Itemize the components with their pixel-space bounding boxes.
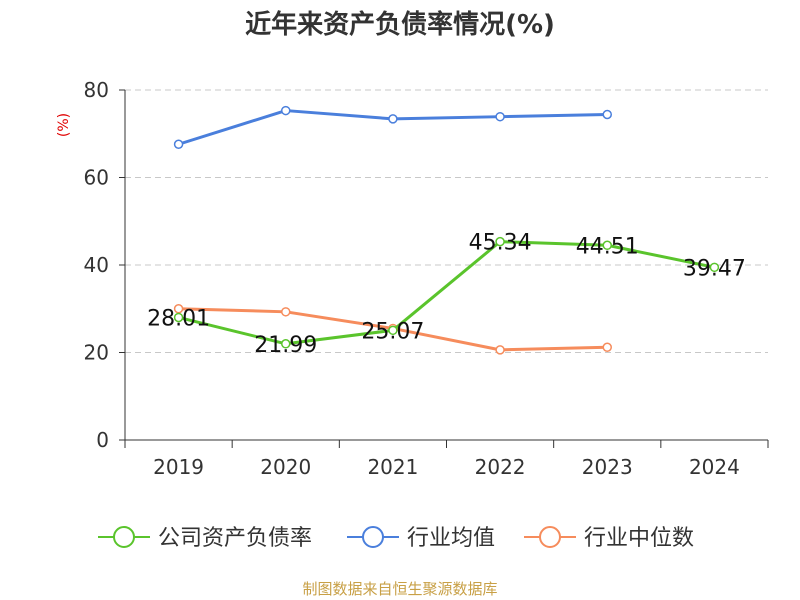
data-label: 25.07 [361,319,424,344]
y-tick-label: 20 [84,341,109,365]
y-tick-label: 40 [84,253,109,277]
legend-label: 公司资产负债率 [158,526,312,551]
data-point [281,307,291,317]
y-tick-label: 60 [84,166,109,190]
legend-marker [113,526,135,548]
data-point [281,105,291,116]
data-point [495,111,505,122]
data-point [602,342,612,352]
data-point [173,139,184,149]
series-line-0 [178,240,715,346]
data-point [388,114,398,124]
data-point [602,109,612,120]
legend-label: 行业均值 [407,526,495,551]
chart-title: 近年来资产负债率情况(%) [245,10,555,40]
data-point [173,312,184,323]
data-point [495,236,505,247]
data-label: 39.47 [683,256,746,281]
data-point [281,339,291,349]
x-tick-label: 2024 [689,455,740,479]
legend-label: 行业中位数 [584,526,694,551]
legend-marker [362,526,384,548]
legend-marker [539,526,561,548]
data-point [388,325,398,336]
x-tick-label: 2022 [475,455,526,479]
data-point [495,345,505,355]
data-label: 45.34 [469,231,532,256]
y-axis-label: (%) [56,113,72,137]
data-source-note: 制图数据来自恒生聚源数据库 [302,580,498,598]
data-label: 44.51 [576,234,639,259]
data-point [709,262,720,273]
x-tick-label: 2021 [367,455,418,479]
x-tick-label: 2023 [582,455,633,479]
y-tick-label: 80 [84,78,109,102]
x-tick-label: 2019 [153,455,204,479]
data-point [602,240,612,251]
y-tick-label: 0 [96,428,109,452]
data-label: 28.01 [147,306,210,331]
x-tick-label: 2020 [260,455,311,479]
data-label: 21.99 [254,333,317,358]
